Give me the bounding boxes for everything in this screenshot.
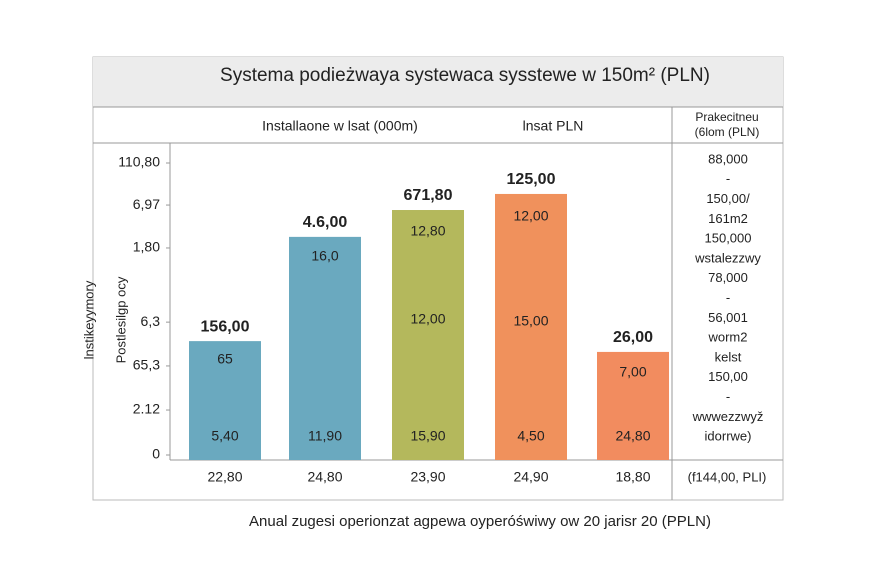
- y-axis-label: Postlesilgp ocy: [113, 276, 128, 363]
- footnote: Anual zugesi operionzat agpewa oyperóświ…: [249, 513, 711, 530]
- inner-label: 15,00: [513, 313, 548, 329]
- side-text: 88,000: [708, 151, 748, 166]
- y-tick-label: 0: [152, 446, 160, 462]
- bar: [392, 210, 464, 460]
- y-tick-label: 65,3: [133, 357, 160, 373]
- bar-label: 125,00: [507, 171, 556, 188]
- header: Installaone w lsat (000m): [262, 118, 418, 134]
- side-text: wwwezzwyž: [692, 409, 764, 424]
- x-tick-label: 24,90: [513, 469, 548, 485]
- inner-label: 12,00: [513, 208, 548, 224]
- y-tick-label: 2.12: [133, 401, 160, 417]
- inner-label: 12,00: [410, 311, 445, 327]
- bar: [189, 341, 261, 460]
- y-axis-label: lnstikeyymory: [81, 280, 96, 359]
- side-text: 150,000: [705, 231, 752, 246]
- header: lnsat PLN: [523, 118, 584, 134]
- y-tick-label: 6,97: [133, 196, 160, 212]
- side-text: 56,001: [708, 310, 748, 325]
- bar: [597, 351, 669, 460]
- y-tick-label: 1,80: [133, 239, 160, 255]
- title-band: [93, 57, 783, 107]
- inner-label: 65: [217, 351, 233, 367]
- y-tick-label: 6,3: [141, 313, 161, 329]
- inner-label: 16,0: [311, 248, 338, 264]
- inner-label: 5,40: [211, 428, 238, 444]
- side-text: 150,00: [708, 369, 748, 384]
- inner-label: 11,90: [308, 428, 342, 444]
- bar-label: 156,00: [201, 318, 250, 335]
- x-tick-label: 23,90: [410, 469, 445, 485]
- side-header: (6lom (PLN): [695, 125, 760, 139]
- y-tick-label: 110,80: [118, 154, 160, 170]
- side-text: 150,00/: [706, 191, 750, 206]
- x-tick-label: 24,80: [307, 469, 342, 485]
- chart-title: Systema podieżwaya systewaca sysstewe w …: [220, 65, 710, 86]
- inner-label: 24,80: [615, 428, 650, 444]
- side-text: idorrwe): [705, 429, 752, 444]
- bar-label: 4.6,00: [303, 214, 348, 231]
- side-text: -: [726, 290, 730, 305]
- bar-label: 26,00: [613, 329, 653, 346]
- inner-label: 7,00: [619, 364, 646, 380]
- x-tick-label: 22,80: [207, 469, 242, 485]
- side-text: kelst: [715, 349, 742, 364]
- side-footer: (f144,00, PLI): [688, 469, 767, 484]
- side-text: worm2: [707, 330, 747, 345]
- side-text: -: [726, 171, 730, 186]
- inner-label: 4,50: [517, 428, 544, 444]
- bar: [289, 236, 361, 460]
- side-text: wstalezzwy: [694, 250, 761, 265]
- side-text: 161m2: [708, 211, 748, 226]
- bar: [495, 193, 567, 460]
- side-text: 78,000: [708, 270, 748, 285]
- x-tick-label: 18,80: [615, 469, 650, 485]
- side-header: Prakecitneu: [695, 110, 758, 124]
- inner-label: 12,80: [410, 223, 445, 239]
- inner-label: 15,90: [410, 428, 445, 444]
- side-text: -: [726, 389, 730, 404]
- bar-label: 671,80: [404, 187, 453, 204]
